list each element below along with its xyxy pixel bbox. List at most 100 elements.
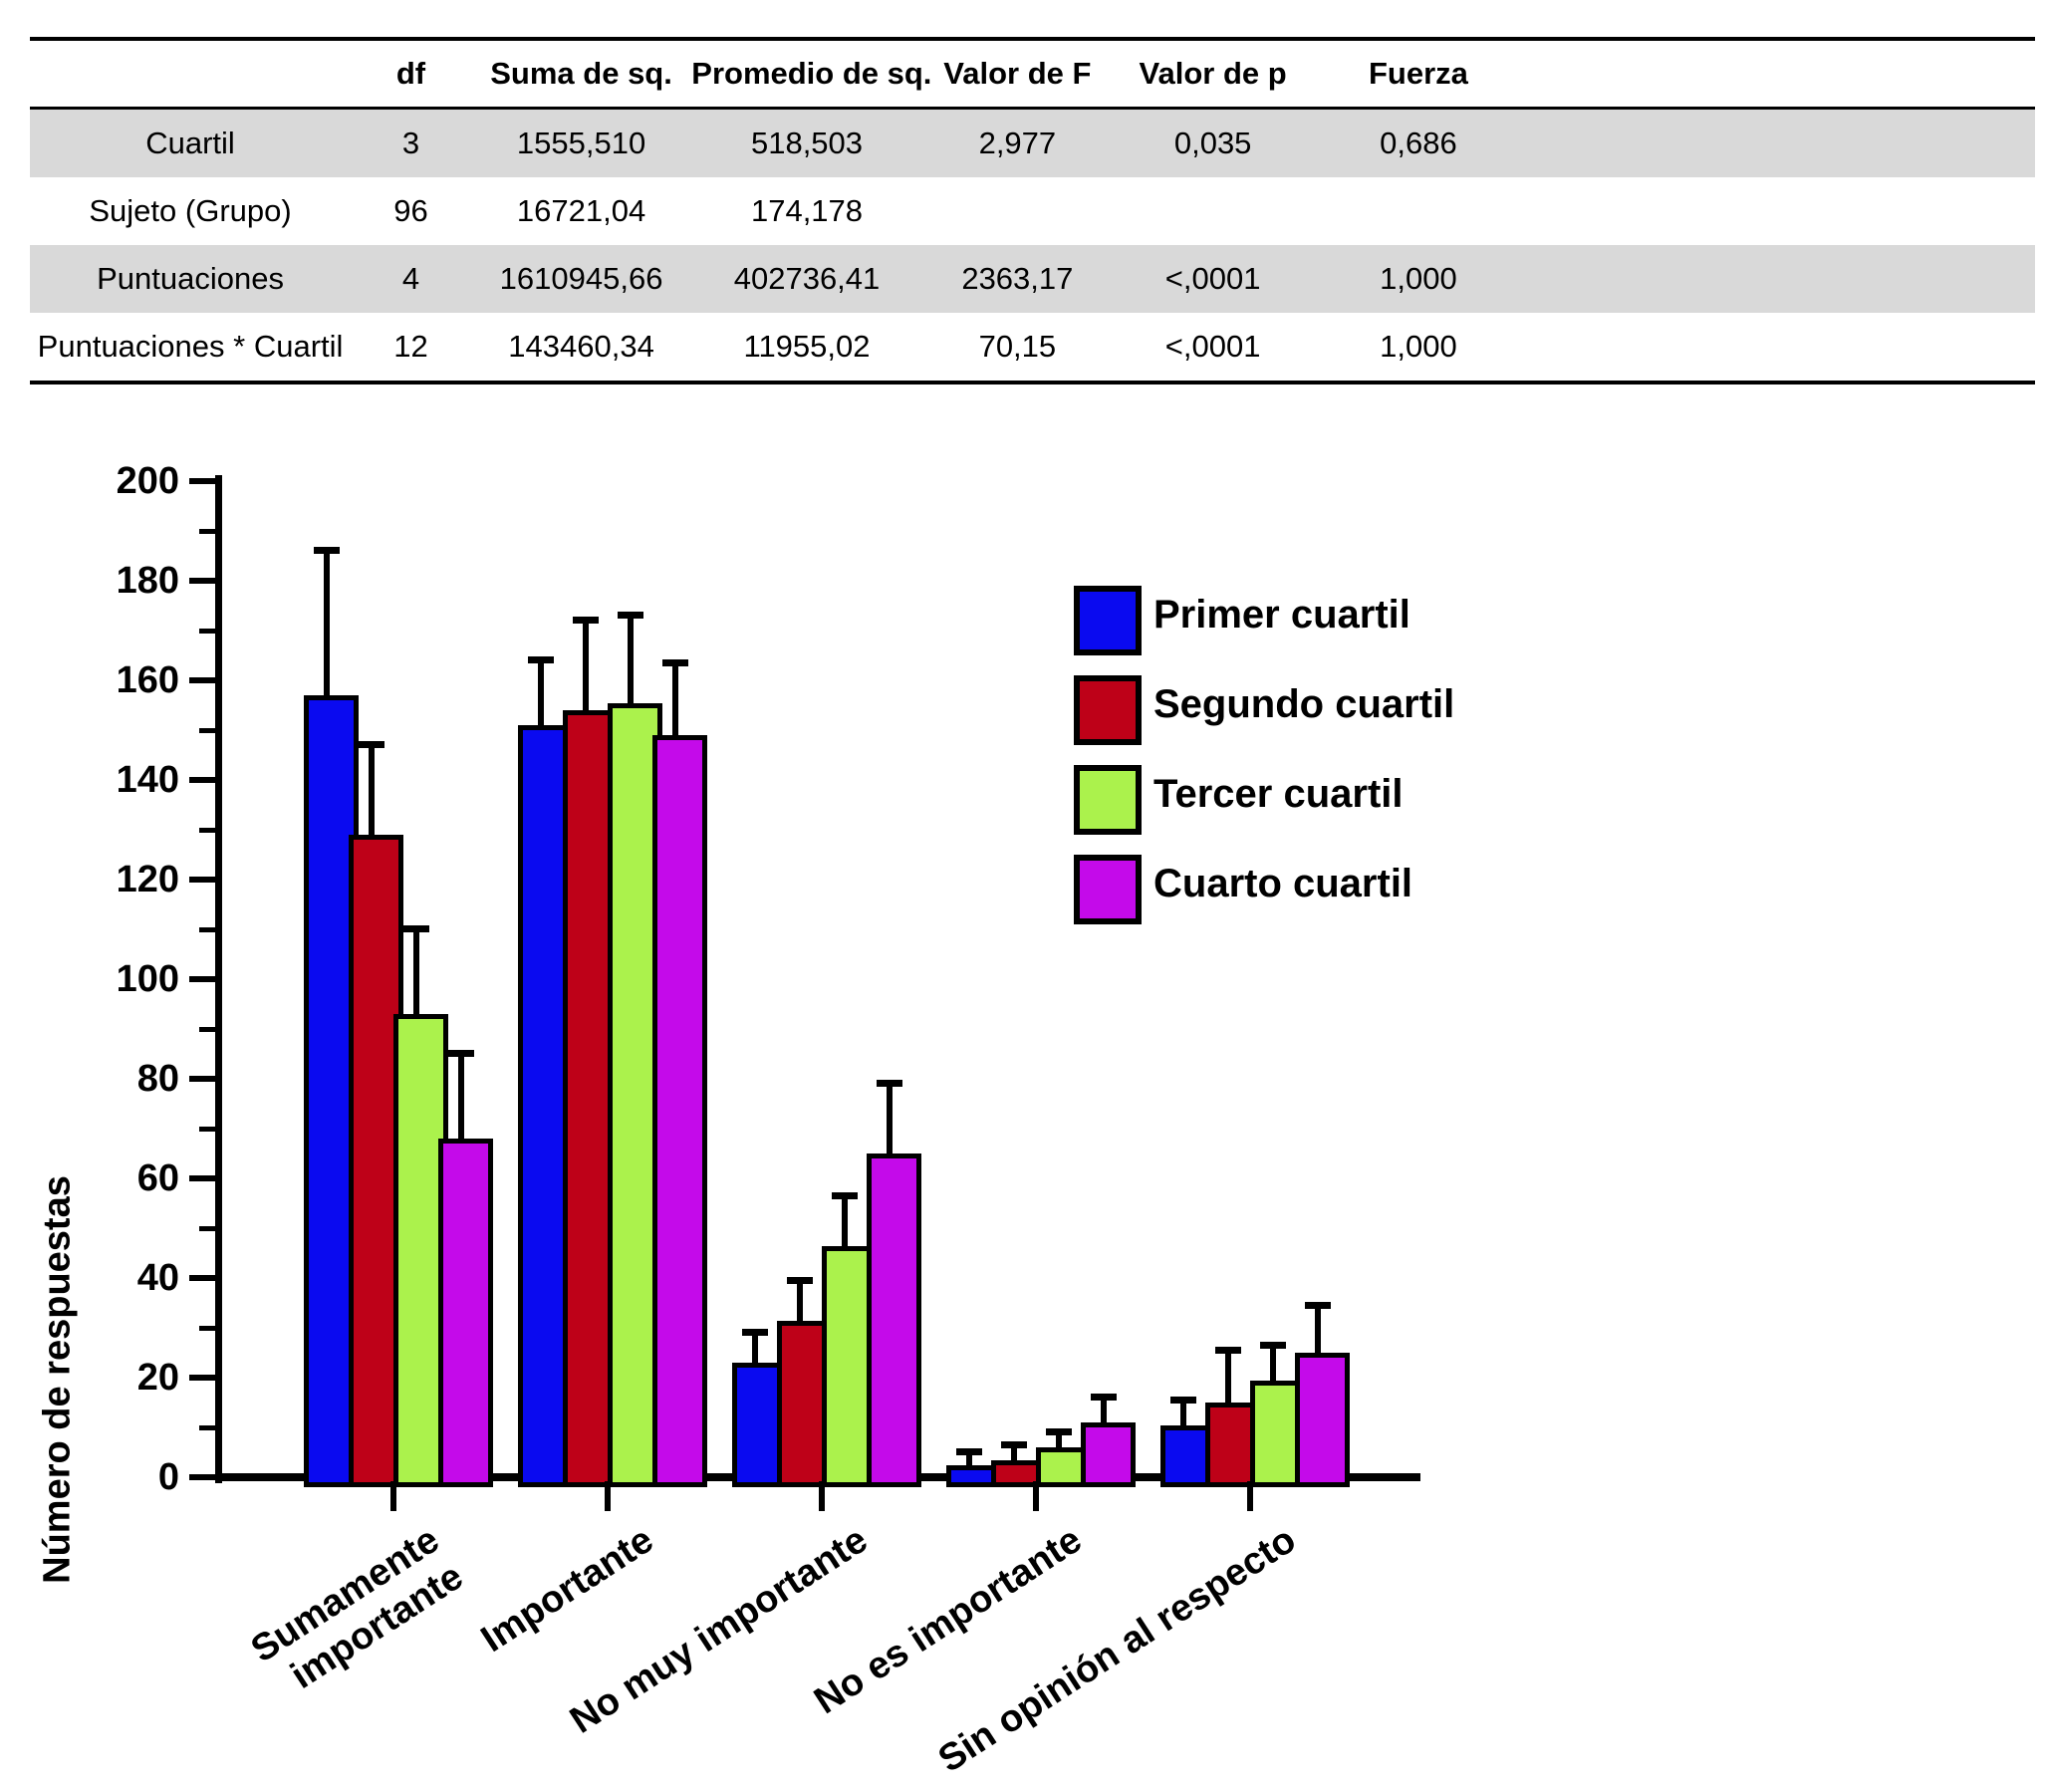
error-bar-cap bbox=[1169, 1396, 1196, 1404]
table-header-cell: Valor de p bbox=[1139, 55, 1287, 91]
table-row-label: Puntuaciones bbox=[97, 260, 284, 296]
error-bar-stem bbox=[1314, 1305, 1321, 1353]
y-major-tick bbox=[189, 1076, 215, 1082]
table-cell: 1,000 bbox=[1380, 260, 1457, 296]
x-axis-tick bbox=[390, 1481, 396, 1511]
table-cell: 2,977 bbox=[978, 125, 1057, 160]
legend-swatch bbox=[1074, 586, 1142, 655]
y-major-tick bbox=[189, 777, 215, 783]
error-bar-stem bbox=[1179, 1400, 1186, 1425]
legend-swatch bbox=[1074, 765, 1142, 835]
table-cell: 174,178 bbox=[750, 192, 864, 228]
bar bbox=[438, 1139, 493, 1487]
y-tick-label: 100 bbox=[116, 958, 179, 1000]
y-minor-tick bbox=[199, 1226, 215, 1231]
x-axis-tick bbox=[1247, 1481, 1253, 1511]
y-major-tick bbox=[189, 1375, 215, 1381]
error-bar-cap bbox=[572, 617, 599, 624]
y-minor-tick bbox=[199, 1326, 215, 1331]
table-header-row: df Suma de sq. Promedio de sq. Valor de F Va… bbox=[30, 41, 2035, 110]
y-major-tick bbox=[189, 877, 215, 883]
y-minor-tick bbox=[199, 1127, 215, 1132]
error-bar-stem bbox=[965, 1452, 972, 1465]
y-tick-label: 0 bbox=[157, 1456, 179, 1498]
table-header-cell: Fuerza bbox=[1369, 55, 1468, 91]
error-bar-cap bbox=[1090, 1394, 1117, 1401]
error-bar-cap bbox=[1214, 1346, 1241, 1354]
table-cell: 3 bbox=[401, 125, 420, 160]
anova-table: df Suma de sq. Promedio de sq. Valor de F Va… bbox=[30, 37, 2035, 384]
error-bar-stem bbox=[886, 1084, 893, 1153]
table-cell: <,0001 bbox=[1164, 260, 1261, 296]
error-bar-cap bbox=[313, 547, 340, 554]
error-bar-cap bbox=[1000, 1440, 1027, 1448]
x-axis-tick bbox=[1033, 1481, 1039, 1511]
table-header-cell: Valor de F bbox=[943, 55, 1092, 91]
table-row: Puntuaciones * Cuartil 12 143460,34 11955,0… bbox=[30, 313, 2035, 381]
table-cell: 1555,510 bbox=[516, 125, 646, 160]
error-bar-stem bbox=[671, 662, 678, 735]
table-cell: 16721,04 bbox=[516, 192, 646, 228]
bar bbox=[867, 1153, 921, 1487]
error-bar-stem bbox=[368, 745, 375, 835]
y-major-tick bbox=[189, 1175, 215, 1181]
table-cell: 96 bbox=[393, 192, 428, 228]
y-major-tick bbox=[189, 578, 215, 584]
y-tick-label: 40 bbox=[136, 1257, 179, 1299]
table-cell: 12 bbox=[393, 328, 428, 364]
y-major-tick bbox=[189, 677, 215, 683]
table-header-cell: Promedio de sq. bbox=[691, 55, 932, 91]
table-cell: 402736,41 bbox=[733, 260, 881, 296]
table-row-label: Puntuaciones * Cuartil bbox=[37, 328, 344, 364]
table-cell: 1,000 bbox=[1380, 328, 1457, 364]
table-row: Cuartil 3 1555,510 518,503 2,977 0,035 0,686 bbox=[30, 110, 2035, 177]
error-bar-cap bbox=[447, 1050, 474, 1057]
error-bar-cap bbox=[527, 656, 554, 663]
error-bar-stem bbox=[1224, 1350, 1231, 1403]
error-bar-stem bbox=[582, 621, 589, 710]
error-bar-cap bbox=[1045, 1428, 1072, 1435]
table-cell: 1610945,66 bbox=[499, 260, 663, 296]
error-bar-stem bbox=[751, 1333, 758, 1363]
table-cell: 11955,02 bbox=[743, 328, 871, 364]
legend-label: Cuarto cuartil bbox=[1153, 862, 1413, 905]
x-axis-tick bbox=[819, 1481, 825, 1511]
bar bbox=[652, 735, 707, 1487]
error-bar-stem bbox=[1010, 1444, 1017, 1460]
error-bar-stem bbox=[323, 551, 330, 695]
table-header-cell: df bbox=[395, 55, 426, 91]
table-row: Sujeto (Grupo) 96 16721,04 174,178 bbox=[30, 177, 2035, 245]
error-bar-stem bbox=[457, 1054, 464, 1139]
legend-swatch bbox=[1074, 675, 1142, 745]
legend-swatch bbox=[1074, 855, 1142, 924]
table-cell: 2363,17 bbox=[961, 260, 1074, 296]
error-bar-stem bbox=[1100, 1398, 1107, 1422]
y-major-tick bbox=[189, 478, 215, 484]
y-major-tick bbox=[189, 976, 215, 982]
error-bar-cap bbox=[1304, 1301, 1331, 1309]
bar-chart: Número de respuestas 0 20 40 60 80 100 120 140 1… bbox=[0, 398, 2045, 1792]
error-bar-cap bbox=[358, 741, 384, 748]
error-bar-cap bbox=[661, 658, 688, 666]
table-header-cell: Suma de sq. bbox=[490, 55, 672, 91]
table-row: Puntuaciones 4 1610945,66 402736,41 2363,17 <… bbox=[30, 245, 2035, 313]
table-cell: 518,503 bbox=[750, 125, 864, 160]
table-row-label: Sujeto (Grupo) bbox=[89, 192, 292, 228]
table-cell: 0,686 bbox=[1380, 125, 1457, 160]
table-row-label: Cuartil bbox=[145, 125, 235, 160]
error-bar-stem bbox=[412, 929, 419, 1014]
error-bar-cap bbox=[617, 612, 643, 619]
y-minor-tick bbox=[199, 728, 215, 733]
error-bar-cap bbox=[1259, 1341, 1286, 1349]
table-cell: 4 bbox=[401, 260, 420, 296]
y-minor-tick bbox=[199, 828, 215, 833]
error-bar-cap bbox=[831, 1191, 858, 1199]
y-axis-line bbox=[215, 475, 222, 1483]
error-bar-cap bbox=[741, 1329, 768, 1336]
y-minor-tick bbox=[199, 529, 215, 534]
y-minor-tick bbox=[199, 927, 215, 932]
error-bar-stem bbox=[537, 660, 544, 725]
y-tick-label: 160 bbox=[116, 659, 179, 701]
y-tick-label: 60 bbox=[136, 1157, 179, 1199]
